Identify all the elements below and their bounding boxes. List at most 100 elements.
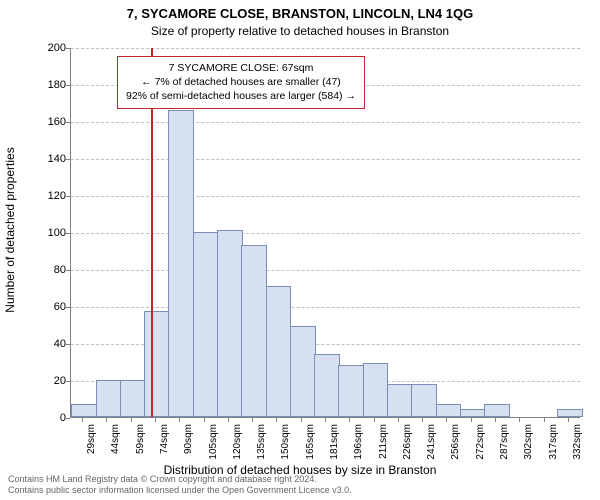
y-tick-label: 160 xyxy=(26,116,66,128)
x-tick-mark xyxy=(301,418,302,422)
histogram-bar xyxy=(484,404,510,417)
y-tick-label: 140 xyxy=(26,153,66,165)
x-tick-label: 256sqm xyxy=(450,424,461,460)
histogram-bar xyxy=(436,404,462,417)
y-tick-label: 120 xyxy=(26,190,66,202)
gridline xyxy=(71,233,580,234)
gridline xyxy=(71,159,580,160)
histogram-bar xyxy=(217,230,243,417)
chart-container: 7, SYCAMORE CLOSE, BRANSTON, LINCOLN, LN… xyxy=(0,0,600,500)
histogram-bar xyxy=(144,311,170,417)
y-tick-label: 180 xyxy=(26,79,66,91)
x-tick-mark xyxy=(446,418,447,422)
chart-title-main: 7, SYCAMORE CLOSE, BRANSTON, LINCOLN, LN… xyxy=(0,6,600,21)
x-tick-label: 105sqm xyxy=(208,424,219,460)
x-tick-label: 74sqm xyxy=(159,424,170,454)
y-tick-label: 40 xyxy=(26,338,66,350)
histogram-bar xyxy=(193,232,219,417)
x-tick-mark xyxy=(155,418,156,422)
y-tick-label: 100 xyxy=(26,227,66,239)
y-tick-label: 80 xyxy=(26,264,66,276)
x-tick-label: 59sqm xyxy=(135,424,146,454)
histogram-bar xyxy=(71,404,97,417)
x-tick-label: 287sqm xyxy=(499,424,510,460)
x-tick-label: 120sqm xyxy=(232,424,243,460)
footer-attribution: Contains HM Land Registry data © Crown c… xyxy=(8,474,352,496)
x-tick-mark xyxy=(325,418,326,422)
x-tick-mark xyxy=(544,418,545,422)
x-tick-mark xyxy=(179,418,180,422)
annotation-line1: 7 SYCAMORE CLOSE: 67sqm xyxy=(126,61,356,75)
x-tick-mark xyxy=(349,418,350,422)
y-tick-mark xyxy=(66,344,70,345)
y-tick-mark xyxy=(66,85,70,86)
x-tick-label: 44sqm xyxy=(110,424,121,454)
histogram-bar xyxy=(557,409,583,417)
y-tick-label: 0 xyxy=(26,412,66,424)
x-tick-mark xyxy=(106,418,107,422)
x-tick-label: 90sqm xyxy=(183,424,194,454)
histogram-bar xyxy=(363,363,389,417)
x-tick-label: 181sqm xyxy=(329,424,340,460)
x-tick-mark xyxy=(276,418,277,422)
gridline xyxy=(71,270,580,271)
x-tick-mark xyxy=(471,418,472,422)
x-tick-label: 211sqm xyxy=(378,424,389,459)
gridline xyxy=(71,307,580,308)
y-tick-mark xyxy=(66,307,70,308)
gridline xyxy=(71,122,580,123)
x-tick-label: 165sqm xyxy=(305,424,316,460)
x-tick-label: 150sqm xyxy=(280,424,291,460)
y-tick-mark xyxy=(66,122,70,123)
histogram-bar xyxy=(241,245,267,417)
x-tick-label: 196sqm xyxy=(353,424,364,460)
annotation-line3: 92% of semi-detached houses are larger (… xyxy=(126,89,356,103)
histogram-bar xyxy=(290,326,316,417)
histogram-bar xyxy=(411,384,437,417)
y-tick-label: 60 xyxy=(26,301,66,313)
x-tick-label: 302sqm xyxy=(523,424,534,460)
x-tick-label: 135sqm xyxy=(256,424,267,460)
y-tick-mark xyxy=(66,159,70,160)
annotation-box: 7 SYCAMORE CLOSE: 67sqm← 7% of detached … xyxy=(117,56,365,109)
gridline xyxy=(71,196,580,197)
x-tick-label: 241sqm xyxy=(426,424,437,460)
x-tick-mark xyxy=(568,418,569,422)
y-tick-label: 20 xyxy=(26,375,66,387)
x-tick-mark xyxy=(82,418,83,422)
histogram-bar xyxy=(460,409,486,417)
y-axis-label: Number of detached properties xyxy=(3,147,17,312)
x-tick-mark xyxy=(204,418,205,422)
y-tick-mark xyxy=(66,270,70,271)
histogram-bar xyxy=(120,380,146,417)
y-tick-mark xyxy=(66,196,70,197)
y-tick-mark xyxy=(66,418,70,419)
x-tick-mark xyxy=(374,418,375,422)
y-tick-mark xyxy=(66,48,70,49)
y-tick-mark xyxy=(66,381,70,382)
x-tick-mark xyxy=(422,418,423,422)
plot-area: 7 SYCAMORE CLOSE: 67sqm← 7% of detached … xyxy=(70,48,580,418)
footer-line2: Contains public sector information licen… xyxy=(8,485,352,496)
histogram-bar xyxy=(168,110,194,417)
x-tick-label: 29sqm xyxy=(86,424,97,454)
gridline xyxy=(71,48,580,49)
x-tick-mark xyxy=(252,418,253,422)
histogram-bar xyxy=(96,380,122,417)
annotation-line2: ← 7% of detached houses are smaller (47) xyxy=(126,75,356,89)
x-tick-label: 317sqm xyxy=(548,424,559,460)
x-tick-mark xyxy=(519,418,520,422)
histogram-bar xyxy=(266,286,292,418)
x-tick-label: 332sqm xyxy=(572,424,583,460)
y-tick-mark xyxy=(66,233,70,234)
chart-title-sub: Size of property relative to detached ho… xyxy=(0,24,600,38)
footer-line1: Contains HM Land Registry data © Crown c… xyxy=(8,474,352,485)
x-tick-mark xyxy=(495,418,496,422)
histogram-bar xyxy=(338,365,364,417)
x-tick-label: 226sqm xyxy=(402,424,413,460)
y-tick-label: 200 xyxy=(26,42,66,54)
x-tick-mark xyxy=(398,418,399,422)
x-tick-mark xyxy=(131,418,132,422)
x-tick-mark xyxy=(228,418,229,422)
histogram-bar xyxy=(387,384,413,417)
